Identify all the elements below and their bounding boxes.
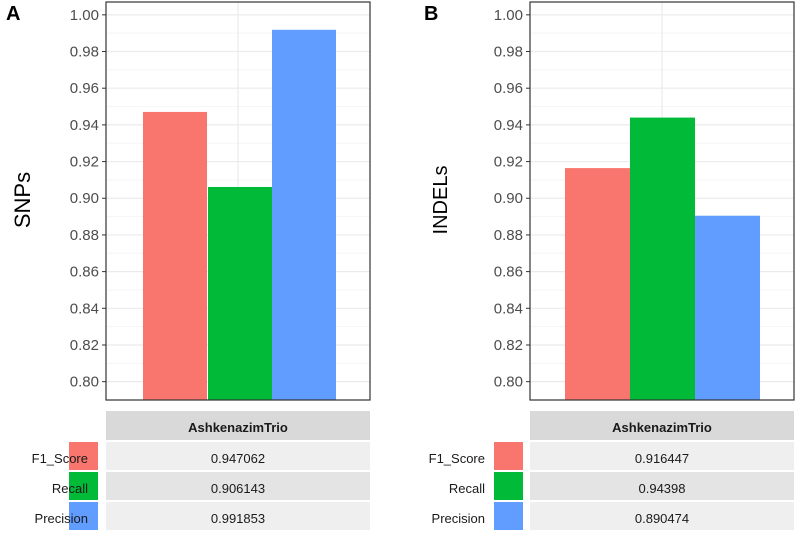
y-tick-label: 1.00 xyxy=(70,7,99,24)
y-tick-label: 0.84 xyxy=(70,300,99,317)
panel-b-row-label-f1-score: F1_Score xyxy=(429,451,485,466)
y-tick-label: 0.88 xyxy=(494,227,523,244)
panel-b-yaxis: 0.80 0.82 0.84 0.86 0.88 0.90 0.92 0.94 0.96 0.98… xyxy=(494,7,530,391)
panel-a-ylabel: SNPs xyxy=(10,172,35,228)
y-tick-label: 0.92 xyxy=(70,154,99,171)
y-tick-label: 0.82 xyxy=(70,337,99,354)
legend-key-f1-score xyxy=(69,442,98,470)
panel-a-table-row-bg xyxy=(106,502,370,530)
panel-a-value-precision: 0.991853 xyxy=(211,511,265,526)
legend-key-precision xyxy=(69,502,98,530)
legend-key-recall xyxy=(494,472,523,500)
panel-a-yaxis: 0.80 0.82 0.84 0.86 0.88 0.90 0.92 0.94 0.96 0.98… xyxy=(70,7,106,391)
legend-key-recall xyxy=(69,472,98,500)
panel-b-row-label-precision: Precision xyxy=(432,511,485,526)
panel-b-ylabel: INDELs xyxy=(430,166,452,235)
panel-a-bar-f1-score xyxy=(143,111,207,400)
y-tick-label: 0.98 xyxy=(494,44,523,61)
panel-a-value-f1-score: 0.947062 xyxy=(211,451,265,466)
y-tick-label: 1.00 xyxy=(494,7,523,24)
panel-b-bar-recall xyxy=(630,117,695,400)
y-tick-label: 0.80 xyxy=(70,374,99,391)
panel-a-table-header: AshkenazimTrio xyxy=(188,420,288,435)
y-tick-label: 0.96 xyxy=(494,80,523,97)
panel-a-table: AshkenazimTrio F1_Score Recall Precision… xyxy=(32,411,370,530)
panel-a-border xyxy=(105,1,371,401)
panel-b-value-recall: 0.94398 xyxy=(639,481,686,496)
y-tick-label: 0.90 xyxy=(494,190,523,207)
y-tick-label: 0.80 xyxy=(494,374,523,391)
y-tick-label: 0.92 xyxy=(494,154,523,171)
panel-b-value-f1-score: 0.916447 xyxy=(635,451,689,466)
panel-a-label: A xyxy=(6,3,20,25)
panel-b-table: AshkenazimTrio F1_Score Recall Precision… xyxy=(429,411,794,530)
panel-b-table-row-bg xyxy=(530,442,794,470)
panel-b-table-row-bg xyxy=(530,502,794,530)
panel-a-table-header-bg xyxy=(106,411,370,440)
panel-a-table-row-bg xyxy=(106,472,370,500)
panel-b-table-header: AshkenazimTrio xyxy=(612,420,712,435)
legend-key-precision xyxy=(494,502,523,530)
y-tick-label: 0.94 xyxy=(70,117,99,134)
y-tick-label: 0.96 xyxy=(70,80,99,97)
panel-b-row-label-recall: Recall xyxy=(449,481,485,496)
panel-a-row-label-precision: Precision xyxy=(35,511,88,526)
legend-key-f1-score xyxy=(494,442,523,470)
y-tick-label: 0.88 xyxy=(70,227,99,244)
panel-a-bars xyxy=(143,29,336,401)
y-tick-label: 0.98 xyxy=(70,44,99,61)
panel-a-row-label-recall: Recall xyxy=(52,481,88,496)
panel-a-row-label-f1-score: F1_Score xyxy=(32,451,88,466)
panel-a-bar-precision xyxy=(272,29,336,401)
panel-b-bars xyxy=(565,117,760,400)
panel-b-table-header-bg xyxy=(530,411,794,440)
panel-b-label: B xyxy=(424,3,438,25)
panel-b-table-row-bg xyxy=(530,472,794,500)
panel-a-value-recall: 0.906143 xyxy=(211,481,265,496)
panel-a-bar-recall xyxy=(208,186,272,400)
panel-b: B INDELs 0.80 0.82 0.84 0.86 0.88 0.90 0.92 0.9… xyxy=(424,1,795,530)
y-tick-label: 0.82 xyxy=(494,337,523,354)
panel-a: A SNPs 0.800.820.840.860.880.900.920.940… xyxy=(6,1,371,530)
y-tick-label: 0.90 xyxy=(70,190,99,207)
panel-b-border xyxy=(529,1,795,401)
panel-b-bar-precision xyxy=(695,215,760,400)
y-tick-label: 0.86 xyxy=(494,264,523,281)
panel-b-value-precision: 0.890474 xyxy=(635,511,689,526)
y-tick-label: 0.84 xyxy=(494,300,523,317)
y-tick-label: 0.86 xyxy=(70,264,99,281)
y-tick-label: 0.94 xyxy=(494,117,523,134)
panel-a-table-row-bg xyxy=(106,442,370,470)
panel-b-bar-f1-score xyxy=(565,168,630,400)
